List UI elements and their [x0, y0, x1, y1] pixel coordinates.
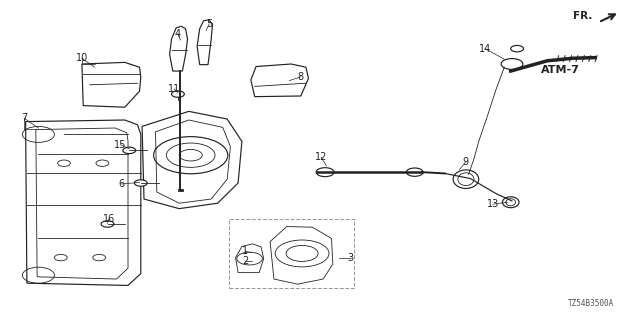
Circle shape: [316, 168, 334, 177]
Text: 8: 8: [298, 72, 304, 82]
Text: 3: 3: [348, 252, 354, 263]
Text: 16: 16: [102, 214, 115, 224]
Text: ATM-7: ATM-7: [541, 65, 580, 76]
Text: 6: 6: [118, 179, 125, 189]
Text: 13: 13: [486, 199, 499, 209]
Text: 5: 5: [206, 19, 212, 29]
Circle shape: [406, 168, 423, 176]
Text: 10: 10: [76, 53, 88, 63]
Circle shape: [501, 59, 523, 69]
Circle shape: [101, 221, 114, 227]
Text: 9: 9: [463, 156, 469, 167]
Text: 2: 2: [242, 256, 248, 266]
Circle shape: [123, 147, 136, 154]
Text: 7: 7: [21, 113, 28, 124]
Circle shape: [172, 91, 184, 97]
Text: 14: 14: [479, 44, 492, 54]
Text: 4: 4: [175, 28, 181, 39]
Text: 11: 11: [168, 84, 180, 94]
Text: 12: 12: [315, 152, 328, 163]
Circle shape: [511, 45, 524, 52]
Text: TZ54B3500A: TZ54B3500A: [568, 299, 614, 308]
Text: 15: 15: [114, 140, 127, 150]
Circle shape: [134, 180, 147, 186]
Text: FR.: FR.: [573, 11, 592, 21]
Text: 1: 1: [242, 246, 248, 256]
